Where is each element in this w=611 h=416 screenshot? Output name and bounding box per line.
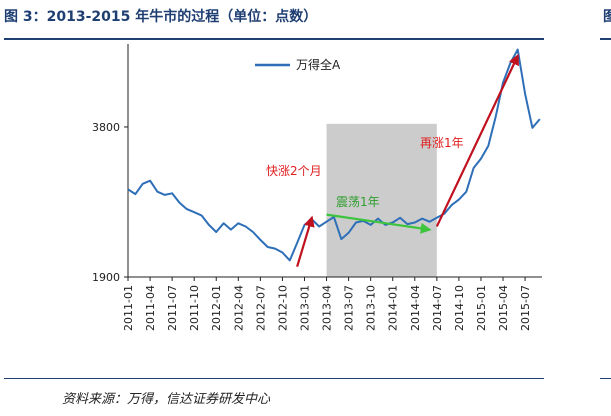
edge-footer-rule [600,378,611,379]
arrow-fast-rise [296,215,315,268]
axes [124,44,542,281]
annotation-arrows [296,53,519,268]
x-tick-label: 2011-04 [144,285,157,331]
x-tick-label: 2011-01 [122,285,135,331]
source-note: 资料来源：万得，信达证券研发中心 [62,392,271,407]
series-line-wind-all-a [127,48,541,262]
x-tick-label: 2013-01 [298,285,311,331]
y-tick-label: 1900 [92,271,120,284]
figure-title: 图 3：2013-2015 年牛市的过程（单位：点数） [4,9,318,25]
arrow-rise-again [435,53,519,227]
footer-rule [4,378,544,379]
edge-figure-label: 图 [603,9,611,25]
annotation-rise-again: 再涨1年 [420,135,464,150]
shaded-oscillation-period [326,123,437,277]
edge-title-rule [600,38,611,40]
x-tick-label: 2012-01 [210,285,223,331]
x-tick-label: 2011-10 [188,285,201,331]
x-tick-label: 2011-07 [166,285,179,331]
x-tick-label: 2015-04 [497,285,510,331]
legend-label: 万得全A [296,57,341,72]
x-tick-label: 2013-07 [343,285,356,331]
x-tick-label: 2013-10 [365,285,378,331]
arrow-oscillation [326,213,432,234]
x-tick-label: 2015-07 [519,285,532,331]
annotation-fast-rise: 快涨2个月 [266,163,322,178]
legend: 万得全A [255,57,341,72]
x-tick-labels: 2011-01 2011-04 2011-07 2011-10 2012-01 2012-… [122,285,532,331]
x-tick-label: 2012-07 [254,285,267,331]
x-tick-label: 2012-04 [232,285,245,331]
shaded-region-layer [326,123,437,277]
x-tick-label: 2015-01 [475,285,488,331]
y-tick-label: 3800 [92,121,120,134]
annotation-oscillation: 震荡1年 [336,195,380,209]
title-rule [4,38,544,40]
x-tick-label: 2012-10 [276,285,289,331]
x-tick-label: 2014-04 [409,285,422,331]
x-tick-label: 2014-10 [453,285,466,331]
y-tick-labels: 1900 3800 [92,121,120,284]
x-tick-label: 2014-07 [431,285,444,331]
annotation-labels: 快涨2个月 震荡1年 再涨1年 [266,135,464,209]
x-tick-label: 2014-01 [387,285,400,331]
x-tick-label: 2013-04 [321,285,334,331]
series-layer [127,48,541,262]
line-chart: 2011-01 2011-04 2011-07 2011-10 2012-01 2012-… [92,44,542,331]
